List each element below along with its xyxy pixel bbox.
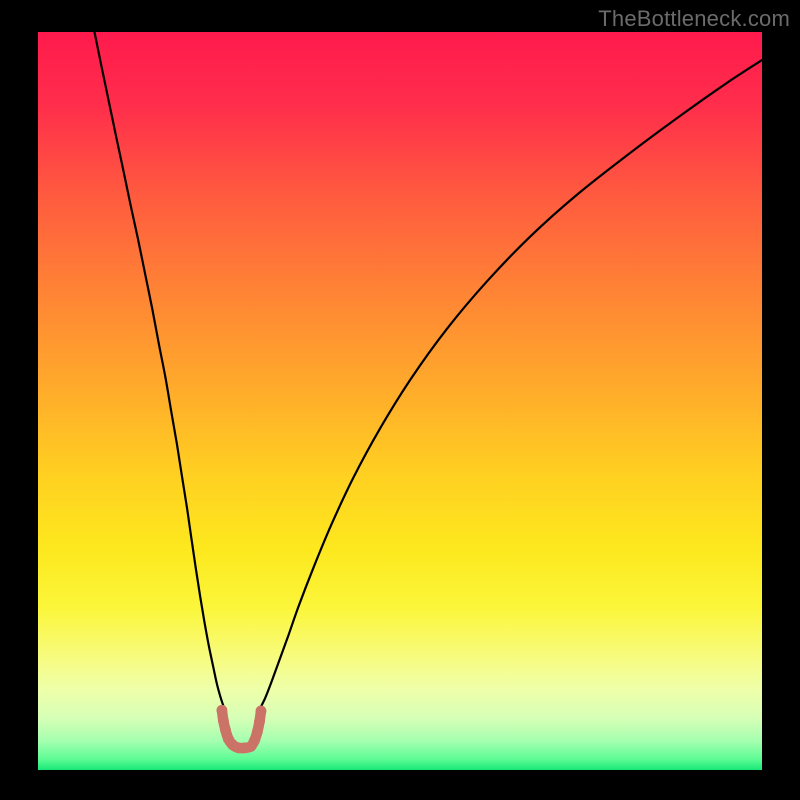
optimal-marker bbox=[217, 705, 228, 716]
watermark-text: TheBottleneck.com bbox=[598, 6, 790, 32]
optimal-marker bbox=[252, 726, 263, 737]
chart-container: TheBottleneck.com bbox=[0, 0, 800, 800]
optimal-marker bbox=[256, 706, 267, 717]
plot-background bbox=[38, 32, 762, 770]
bottleneck-chart bbox=[0, 0, 800, 800]
optimal-marker bbox=[254, 716, 265, 727]
optimal-marker bbox=[218, 715, 229, 726]
